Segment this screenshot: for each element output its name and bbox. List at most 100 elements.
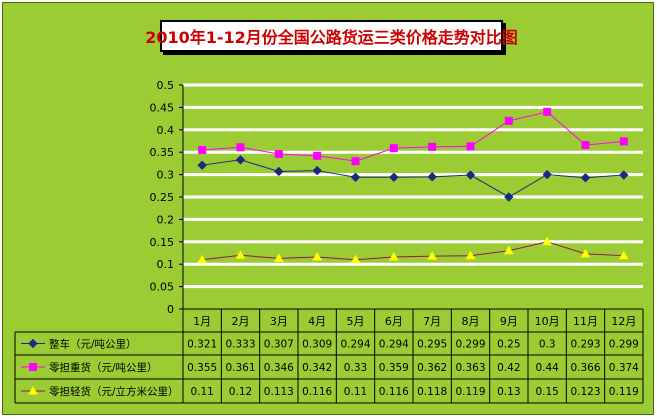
y-tick-label: 0.15 [150, 236, 175, 249]
legend-key-marker [28, 385, 38, 395]
data-point [619, 137, 628, 146]
data-point [388, 252, 399, 261]
table-value: 0.116 [379, 386, 409, 398]
x-tick-label: 6月 [385, 315, 403, 328]
table-value: 0.361 [225, 362, 255, 374]
data-point [313, 151, 322, 160]
legend-label: 零担轻货（元/立方米公里） [49, 385, 179, 398]
x-tick-label: 12月 [611, 315, 636, 328]
table-value: 0.119 [455, 386, 485, 398]
y-tick-label: 0.1 [157, 258, 175, 271]
table-value: 0.355 [187, 362, 217, 374]
series-line [202, 159, 624, 198]
data-point [389, 144, 398, 153]
y-tick-label: 0.3 [157, 169, 175, 182]
data-point [236, 143, 245, 152]
data-point [580, 173, 591, 183]
table-value: 0.333 [225, 339, 255, 351]
data-point [198, 145, 207, 154]
data-point [543, 107, 552, 116]
table-value: 0.346 [264, 362, 294, 374]
data-point [542, 169, 552, 180]
table-value: 0.362 [417, 362, 447, 374]
table-value: 0.15 [535, 386, 558, 398]
x-tick-label: 4月 [308, 315, 326, 328]
table-value: 0.13 [497, 386, 520, 398]
table-value: 0.363 [455, 362, 485, 374]
data-point [197, 254, 208, 264]
data-point [235, 155, 246, 165]
table-value: 0.33 [344, 362, 367, 374]
table-value: 0.307 [264, 339, 294, 351]
table-value: 0.11 [344, 386, 367, 398]
chart-frame: 0 0.05 0.1 0.15 0.2 0.25 0.3 0.35 0.4 0.45 0.5 1月 2月… [2, 2, 654, 415]
table-value: 0.359 [379, 362, 409, 374]
data-point [273, 253, 284, 262]
legend-label: 零担重货（元/吨公里） [49, 361, 158, 374]
series-line [202, 241, 624, 261]
data-point [465, 250, 476, 260]
data-point [389, 172, 399, 182]
data-point [312, 165, 322, 176]
data-point [427, 251, 438, 260]
data-point [274, 166, 284, 177]
table-value: 0.44 [535, 362, 559, 374]
table-value: 0.299 [455, 339, 485, 351]
chart-title: 2010年1-12月份全国公路货运三类价格走势对比图 [145, 28, 518, 47]
table-value: 0.25 [497, 339, 520, 351]
data-point [428, 142, 437, 151]
y-tick-label: 0 [167, 303, 174, 316]
data-point [351, 157, 360, 166]
table-value: 0.321 [187, 339, 217, 351]
y-tick-label: 0.05 [150, 281, 175, 294]
data-point [427, 172, 437, 182]
x-tick-label: 7月 [423, 315, 441, 328]
x-tick-label: 3月 [270, 315, 288, 328]
chart-title-box: 2010年1-12月份全国公路货运三类价格走势对比图 [145, 20, 518, 52]
chart-canvas: 0 0.05 0.1 0.15 0.2 0.25 0.3 0.35 0.4 0.45 0.5 1月 2月… [14, 79, 644, 404]
table-value: 0.293 [570, 339, 600, 351]
x-tick-label: 5月 [347, 315, 365, 328]
table-value: 0.294 [340, 339, 370, 351]
table-value: 0.113 [264, 386, 294, 398]
table-value: 0.12 [229, 386, 252, 398]
data-point [350, 254, 361, 264]
legend-key-marker [29, 363, 37, 371]
x-tick-label: 8月 [462, 315, 480, 328]
data-point [197, 160, 207, 170]
data-point [580, 248, 591, 258]
y-tick-label: 0.5 [157, 79, 175, 92]
table-value: 0.119 [609, 386, 639, 398]
y-tick-label: 0.2 [157, 213, 175, 226]
table-value: 0.366 [570, 362, 600, 374]
data-point [504, 192, 514, 202]
table-value: 0.11 [190, 386, 213, 398]
y-tick-label: 0.35 [150, 146, 175, 159]
x-tick-label: 2月 [232, 315, 250, 328]
data-point [466, 142, 475, 151]
table-value: 0.123 [570, 386, 600, 398]
x-tick-label: 10月 [535, 315, 560, 328]
data-point [235, 250, 246, 259]
data-point [465, 170, 476, 180]
table-value: 0.342 [302, 362, 332, 374]
x-tick-label: 11月 [573, 315, 598, 328]
data-point [581, 141, 590, 150]
data-point [350, 172, 361, 182]
data-point [618, 250, 629, 260]
legend-key-marker [28, 338, 38, 349]
data-point [504, 116, 513, 125]
series-line [202, 111, 624, 162]
x-tick-label: 1月 [193, 315, 211, 328]
data-point [542, 236, 553, 246]
legend-label: 整车（元/吨公里） [49, 338, 137, 351]
table-value: 0.42 [497, 362, 520, 374]
table-value: 0.116 [302, 386, 332, 398]
table-value: 0.374 [609, 362, 639, 374]
y-tick-label: 0.4 [157, 124, 175, 137]
table-value: 0.118 [417, 386, 447, 398]
x-tick-label: 9月 [500, 315, 518, 328]
y-tick-label: 0.25 [150, 191, 175, 204]
table-value: 0.3 [539, 339, 556, 351]
data-point [619, 170, 629, 180]
